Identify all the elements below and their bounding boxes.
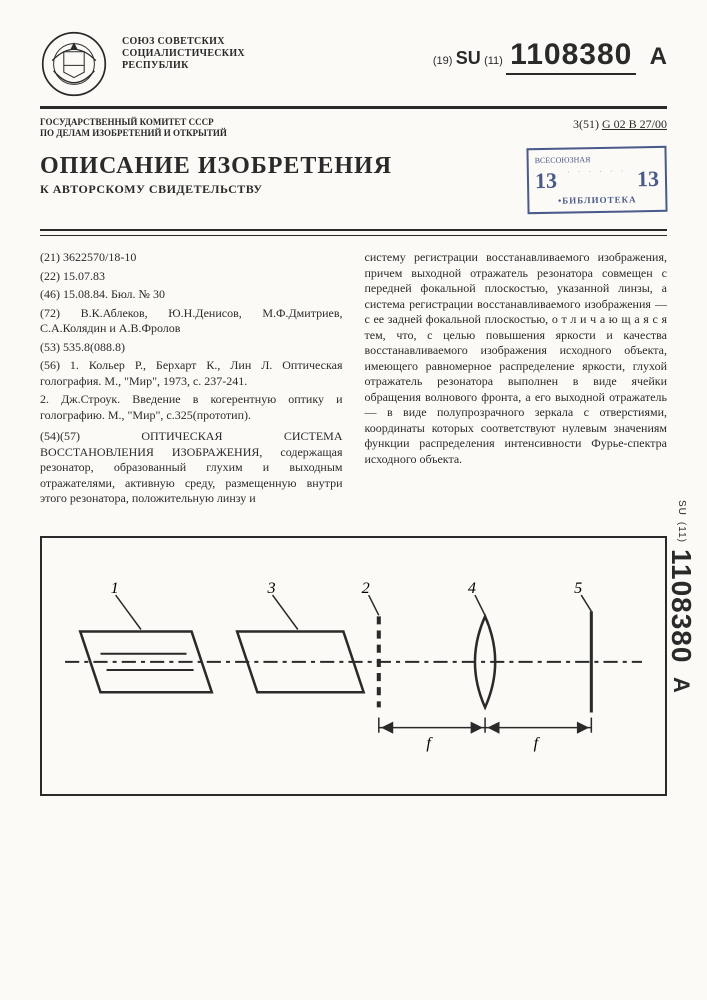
side-number: 1108380: [666, 549, 697, 663]
stamp-num-left: 13: [535, 167, 557, 193]
stamp-mid: · · · · · ·: [567, 166, 626, 193]
title-row: ОПИСАНИЕ ИЗОБРЕТЕНИЯ К АВТОРСКОМУ СВИДЕТ…: [40, 153, 667, 219]
field-53: (53) 535.8(088.8): [40, 340, 343, 356]
patent-page: СОЮЗ СОВЕТСКИХ СОЦИАЛИСТИЧЕСКИХ РЕСПУБЛИ…: [0, 0, 707, 1000]
field-56a: (56) 1. Кольер Р., Берхарт К., Лин Л. Оп…: [40, 358, 343, 389]
stamp-bottom: •БИБЛИОТЕКА: [535, 194, 659, 206]
right-text: систему регистрации восстанавливаемого и…: [365, 250, 668, 467]
divider: [40, 229, 667, 231]
left-column: (21) 3622570/18-10 (22) 15.07.83 (46) 15…: [40, 250, 343, 510]
field-56b: 2. Дж.Строук. Введение в когерентную опт…: [40, 392, 343, 423]
classif-code: G 02 B 27/00: [602, 117, 667, 131]
side-sub: (11): [676, 522, 687, 543]
side-doc-number: SU (11) 1108380 A: [665, 500, 697, 694]
union-text: СОЮЗ СОВЕТСКИХ СОЦИАЛИСТИЧЕСКИХ РЕСПУБЛИ…: [122, 30, 262, 72]
stamp-num-right: 13: [637, 165, 659, 191]
classif-prefix: 3(51): [573, 117, 599, 131]
field-22: (22) 15.07.83: [40, 269, 343, 285]
doc-number: (19) SU (11) 1108380 A: [276, 30, 667, 72]
title-block: ОПИСАНИЕ ИЗОБРЕТЕНИЯ К АВТОРСКОМУ СВИДЕТ…: [40, 153, 509, 197]
right-column: систему регистрации восстанавливаемого и…: [365, 250, 668, 510]
fig-label-4: 4: [468, 579, 476, 597]
f-label-1: f: [426, 733, 433, 751]
field-46: (46) 15.08.84. Бюл. № 30: [40, 287, 343, 303]
classification: 3(51) G 02 B 27/00: [573, 117, 667, 132]
su-code: SU: [456, 48, 481, 68]
divider: [40, 106, 667, 109]
optical-diagram: 1 3 2 4 5 f f: [40, 536, 667, 796]
sub-header: ГОСУДАРСТВЕННЫЙ КОМИТЕТ СССР ПО ДЕЛАМ ИЗ…: [40, 117, 667, 139]
fig-label-2: 2: [362, 579, 370, 597]
side-letter: A: [669, 677, 694, 694]
sub-11: (11): [484, 55, 503, 67]
claim-text: (54)(57) ОПТИЧЕСКАЯ СИСТЕМА ВОССТАНОВЛЕН…: [40, 429, 343, 507]
library-stamp: ВСЕСОЮЗНАЯ 13 · · · · · · 13 •БИБЛИОТЕКА: [526, 146, 667, 214]
divider: [40, 235, 667, 236]
body-columns: (21) 3622570/18-10 (22) 15.07.83 (46) 15…: [40, 250, 667, 510]
fig-label-1: 1: [111, 579, 119, 597]
stamp-top: ВСЕСОЮЗНАЯ: [535, 155, 591, 165]
ussr-emblem-icon: [40, 30, 108, 98]
subtitle: К АВТОРСКОМУ СВИДЕТЕЛЬСТВУ: [40, 182, 509, 197]
field-21: (21) 3622570/18-10: [40, 250, 343, 266]
page-title: ОПИСАНИЕ ИЗОБРЕТЕНИЯ: [40, 153, 509, 180]
header: СОЮЗ СОВЕТСКИХ СОЦИАЛИСТИЧЕСКИХ РЕСПУБЛИ…: [40, 30, 667, 98]
field-72: (72) В.К.Аблеков, Ю.Н.Денисов, М.Ф.Дмитр…: [40, 306, 343, 337]
patent-number: 1108380: [506, 38, 636, 75]
f-label-2: f: [534, 733, 541, 751]
patent-letter: A: [650, 43, 667, 70]
diagram-svg: 1 3 2 4 5 f f: [60, 568, 647, 776]
prefix-19: (19): [433, 55, 453, 67]
fig-label-3: 3: [266, 579, 275, 597]
committee: ГОСУДАРСТВЕННЫЙ КОМИТЕТ СССР ПО ДЕЛАМ ИЗ…: [40, 117, 240, 139]
fig-label-5: 5: [574, 579, 582, 597]
side-su: SU: [676, 500, 687, 516]
